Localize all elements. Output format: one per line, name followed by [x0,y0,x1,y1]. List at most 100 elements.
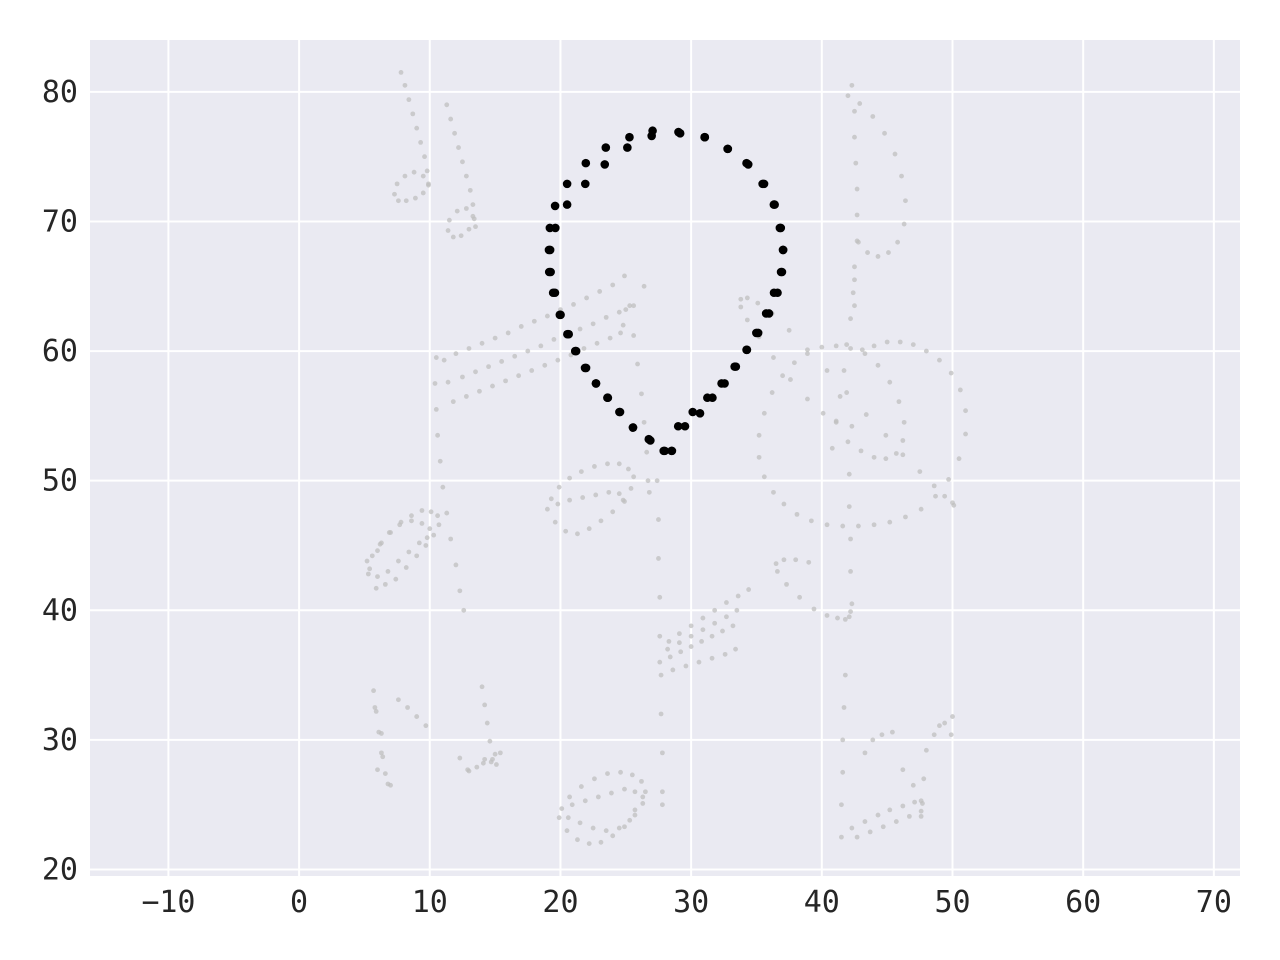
music-note-point-258 [856,239,861,245]
music-note-point-192 [730,623,736,629]
music-note-point-33 [454,208,460,214]
music-note-point-153 [555,501,561,507]
x-axis-tick-labels: −10 0 10 20 30 40 50 60 70 [141,885,1232,920]
music-note-point-31 [445,228,451,233]
music-note-point-247 [857,101,863,106]
music-note-point-389 [382,771,388,777]
music-note-point-335 [848,536,853,542]
music-note-point-395 [423,723,429,729]
figure-eight-point-56 [680,421,690,431]
music-note-point-108 [414,553,420,559]
music-note-point-267 [937,357,942,363]
figure-eight-point-53 [720,379,729,388]
music-note-point-92 [627,303,633,309]
music-note-point-241 [844,342,850,347]
y-tick-label-3: 50 [42,464,78,499]
music-note-point-370 [870,737,876,743]
music-note-point-325 [883,432,889,438]
music-note-point-2 [406,97,412,103]
music-note-point-342 [824,613,830,618]
music-note-point-152 [548,496,554,502]
music-note-point-56 [544,313,550,319]
music-note-point-82 [503,378,508,384]
music-note-point-224 [569,802,575,808]
music-note-point-174 [712,607,718,613]
music-note-point-200 [564,828,570,834]
music-note-point-3 [410,111,416,117]
music-note-point-156 [593,492,599,498]
music-note-point-264 [897,339,903,345]
music-note-point-321 [805,347,810,353]
music-note-point-315 [738,304,744,310]
music-note-point-69 [525,348,531,354]
music-note-point-62 [622,273,627,279]
x-tick-label-8: 70 [1196,885,1232,920]
figure-eight-point-63 [591,379,601,388]
music-note-point-143 [628,486,634,491]
music-note-point-202 [586,841,592,846]
music-note-point-278 [871,522,877,528]
music-note-point-251 [899,173,904,179]
music-note-point-34 [463,206,469,211]
music-note-point-83 [516,373,522,379]
music-note-point-371 [879,732,885,738]
music-note-point-231 [849,82,855,88]
figure-eight-point-59 [646,436,655,445]
music-note-point-358 [862,819,868,824]
music-note-point-19 [444,102,450,108]
music-note-point-197 [722,651,728,657]
x-tick-label-4: 30 [673,885,709,920]
music-note-point-162 [656,556,661,561]
music-note-point-6 [422,154,427,160]
music-note-point-136 [552,519,558,525]
music-note-point-25 [467,187,473,193]
figure-eight-point-45 [776,223,786,233]
music-note-point-186 [667,654,673,660]
music-note-point-127 [424,535,430,541]
music-note-point-190 [709,633,715,639]
music-note-point-316 [738,296,744,302]
x-tick-label-5: 40 [804,885,840,920]
music-note-point-138 [575,531,580,537]
music-note-point-222 [627,817,633,823]
music-note-point-255 [886,250,891,255]
music-note-point-141 [610,509,616,515]
music-note-point-365 [880,824,886,830]
music-note-point-179 [676,640,682,646]
music-note-point-91 [618,330,623,336]
music-note-point-84 [529,368,535,373]
music-note-point-260 [852,303,857,309]
music-note-point-195 [696,659,702,665]
music-note-point-205 [622,824,627,830]
x-tick-label-3: 20 [542,885,578,920]
music-note-point-110 [431,532,437,538]
music-note-point-411 [457,755,463,761]
music-note-point-173 [700,615,706,621]
music-note-point-204 [610,833,616,839]
music-note-point-297 [862,351,868,357]
music-note-point-166 [658,711,664,717]
music-note-point-225 [582,798,588,804]
music-note-point-147 [605,461,610,467]
music-note-point-140 [598,518,604,524]
music-note-point-80 [477,388,482,394]
x-tick-label-1: 0 [290,885,308,920]
music-note-point-43 [444,510,450,516]
music-note-point-340 [842,616,848,622]
music-note-point-164 [657,633,663,639]
music-note-point-168 [659,789,665,795]
music-note-point-226 [595,794,601,800]
music-note-point-99 [646,489,652,495]
music-note-point-81 [490,383,495,389]
music-note-point-314 [744,317,750,323]
music-note-point-96 [641,419,647,425]
music-note-point-159 [622,499,627,504]
music-note-point-254 [895,239,901,245]
music-note-point-165 [658,672,664,678]
music-note-point-284 [781,501,787,507]
music-note-point-17 [420,173,426,179]
music-note-point-158 [616,491,622,497]
music-note-point-401 [482,702,488,708]
music-note-point-280 [840,523,846,529]
